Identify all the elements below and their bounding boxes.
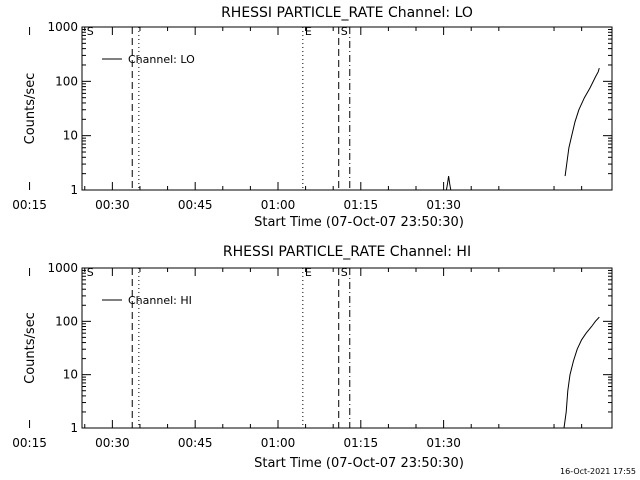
x-tick-label: 01:15: [344, 436, 379, 450]
chart-panel-1: RHESSI PARTICLE_RATE Channel: HI 1 10 100 10…: [12, 244, 613, 471]
x-axis-label: Start Time (07-Oct-07 23:50:30): [254, 215, 464, 230]
y-tick-label: 100: [55, 314, 78, 328]
series-line: [563, 316, 600, 429]
annotation-label: S: [341, 266, 348, 279]
y-tick-label: 10: [63, 129, 78, 143]
plot-frame: [81, 267, 613, 429]
annotation-label: E: [305, 266, 312, 279]
y-tick-label: 1000: [47, 20, 78, 34]
series-line: [445, 176, 452, 191]
x-tick-label: 01:30: [426, 436, 461, 450]
footer-timestamp: 16-Oct-2021 17:55: [560, 467, 636, 476]
plot-frame: [81, 26, 613, 191]
x-axis-label: Start Time (07-Oct-07 23:50:30): [254, 456, 464, 471]
y-tick-label: 10: [63, 368, 78, 382]
chart-title: RHESSI PARTICLE_RATE Channel: HI: [223, 244, 471, 260]
annotation-label: S: [341, 25, 348, 38]
x-tick-label: 01:00: [261, 436, 296, 450]
x-tick-label: 00:30: [95, 198, 130, 212]
x-tick-label: 00:30: [95, 436, 130, 450]
y-tick-label: 1: [70, 183, 78, 197]
x-tick-label: 00:15: [12, 198, 47, 212]
y-tick-label: 1: [70, 421, 78, 435]
y-axis-label: Counts/sec: [23, 312, 38, 384]
x-tick-label: 00:45: [178, 436, 213, 450]
chart-title: RHESSI PARTICLE_RATE Channel: LO: [221, 5, 473, 21]
x-tick-label: 00:45: [178, 198, 213, 212]
annotation-label: S: [87, 266, 94, 279]
x-tick-label: 01:00: [261, 198, 296, 212]
annotation-label: S: [87, 25, 94, 38]
y-axis-label: Counts/sec: [23, 73, 38, 145]
annotation-label: E: [305, 25, 312, 38]
legend-label: Channel: HI: [128, 294, 192, 307]
chart-panel-0: RHESSI PARTICLE_RATE Channel: LO 1 10 100 10…: [12, 5, 613, 230]
legend-label: Channel: LO: [128, 53, 195, 66]
y-tick-label: 1000: [47, 261, 78, 275]
y-tick-label: 100: [55, 74, 78, 88]
series-line: [564, 67, 600, 177]
x-tick-label: 01:15: [344, 198, 379, 212]
x-tick-label: 00:15: [12, 436, 47, 450]
x-tick-label: 01:30: [426, 198, 461, 212]
